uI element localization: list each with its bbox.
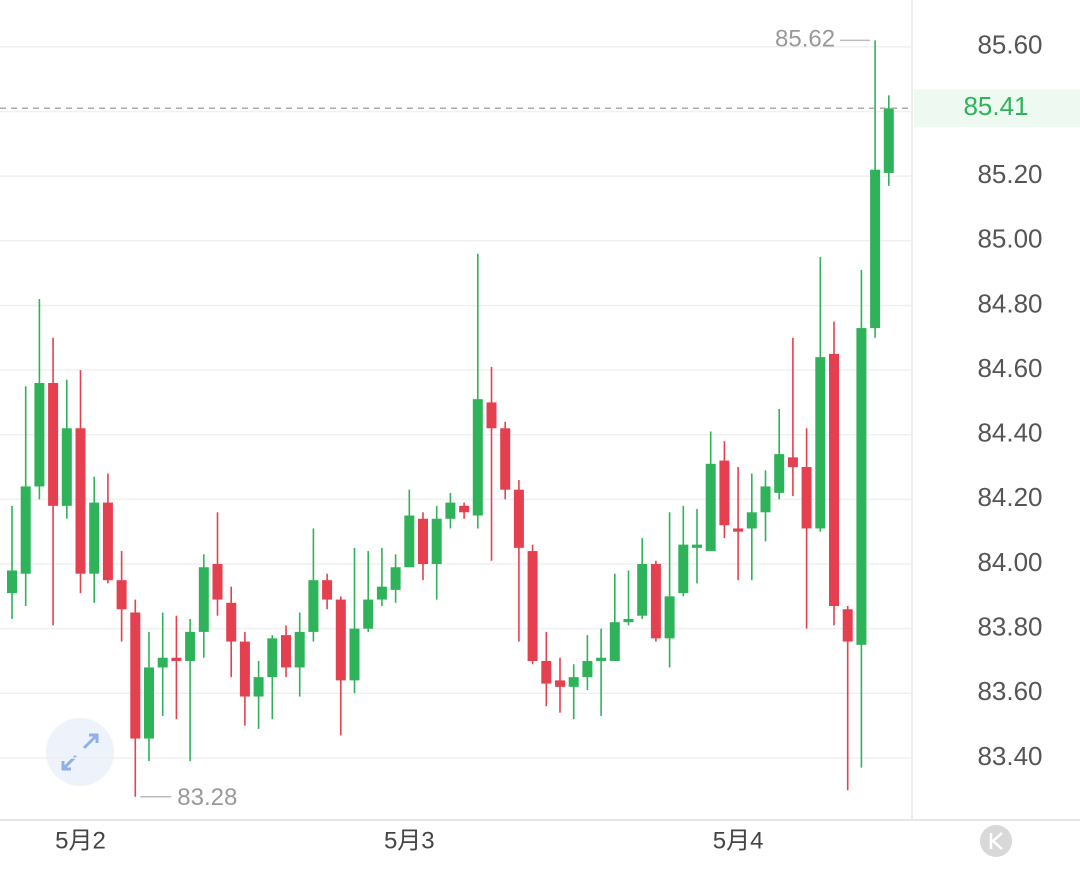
candle-body [500,428,511,490]
y-tick-label: 85.00 [977,224,1042,254]
candle-body [239,641,250,697]
y-tick-label: 84.80 [977,288,1042,318]
candle-body [281,635,291,668]
expand-icon [61,733,99,771]
y-tick-label: 83.40 [977,741,1042,771]
candle-body [390,567,401,590]
candle-body [185,631,196,661]
candle-body [144,667,154,739]
candle-body [733,528,744,532]
candle-body [335,599,346,681]
candle-body [212,564,223,600]
candle-body [527,551,538,661]
y-tick-label: 85.20 [977,159,1042,189]
candle-body [20,486,31,574]
candle-body [774,454,785,493]
candle-body [760,486,771,513]
candle-body [376,586,387,600]
candle-body [829,353,839,607]
y-tick-label: 84.60 [977,353,1042,383]
k-button[interactable] [980,825,1012,857]
candle-body [157,657,168,668]
candle-body [34,383,45,487]
candle-body [459,505,470,513]
candle-body [801,467,812,529]
last-price-label: 85.41 [963,91,1028,121]
candle-body [650,564,661,639]
candle-body [637,564,648,616]
candle-body [692,544,702,548]
candle-body [856,328,867,645]
candle-body [171,657,182,661]
x-tick-label: 5月2 [55,827,106,854]
expand-button[interactable] [46,718,114,786]
x-tick-label: 5月4 [713,827,764,854]
candle-body [787,457,798,468]
low-label: 83.28 [177,784,237,811]
high-label: 85.62 [775,26,835,53]
candle-body [582,660,593,678]
candle-body [883,108,894,173]
candle-body [623,618,634,623]
candle-body [7,570,17,594]
candle-body [746,512,757,529]
candle-body [294,631,305,668]
k-bg [980,825,1012,857]
y-tick-label: 83.60 [977,676,1042,706]
candle-body [815,357,826,529]
expand-bg [46,718,114,786]
candle-body [404,515,415,568]
y-tick-label: 84.00 [977,547,1042,577]
candle-body [555,680,565,687]
candle-body [431,518,442,565]
candle-body [102,502,113,581]
candle-body [61,428,72,506]
k-icon [989,832,1003,850]
candle-body [842,609,853,642]
y-tick-label: 84.40 [977,418,1042,448]
candle-body [870,169,881,329]
candle-body [609,622,620,661]
candle-body [719,460,730,526]
candle-body [48,383,59,506]
candle-body [445,502,456,519]
candle-body [513,489,524,548]
candle-body [486,402,497,429]
candle-body [568,677,579,687]
candle-body [363,599,374,629]
candle-body [89,502,100,574]
y-tick-label: 84.20 [977,482,1042,512]
candle-body [322,580,333,600]
candle-body [596,657,607,661]
candle-body [418,518,428,565]
candle-body [472,399,483,516]
candle-body [349,628,360,681]
candle-body [253,677,264,697]
candle-body [116,580,127,610]
candle-body [308,580,319,632]
candle-body [705,463,716,552]
candle-body [130,612,141,739]
y-tick-label: 83.80 [977,612,1042,642]
x-tick-label: 5月3 [384,827,435,854]
candle-body [226,602,237,642]
candle-body [267,638,278,678]
candle-body [664,596,675,639]
candle-body [541,660,552,684]
y-tick-label: 85.60 [977,30,1042,60]
candle-body [678,544,689,594]
last-price-bg [914,89,1080,128]
candle-body [198,567,209,632]
candle-body [75,428,86,574]
